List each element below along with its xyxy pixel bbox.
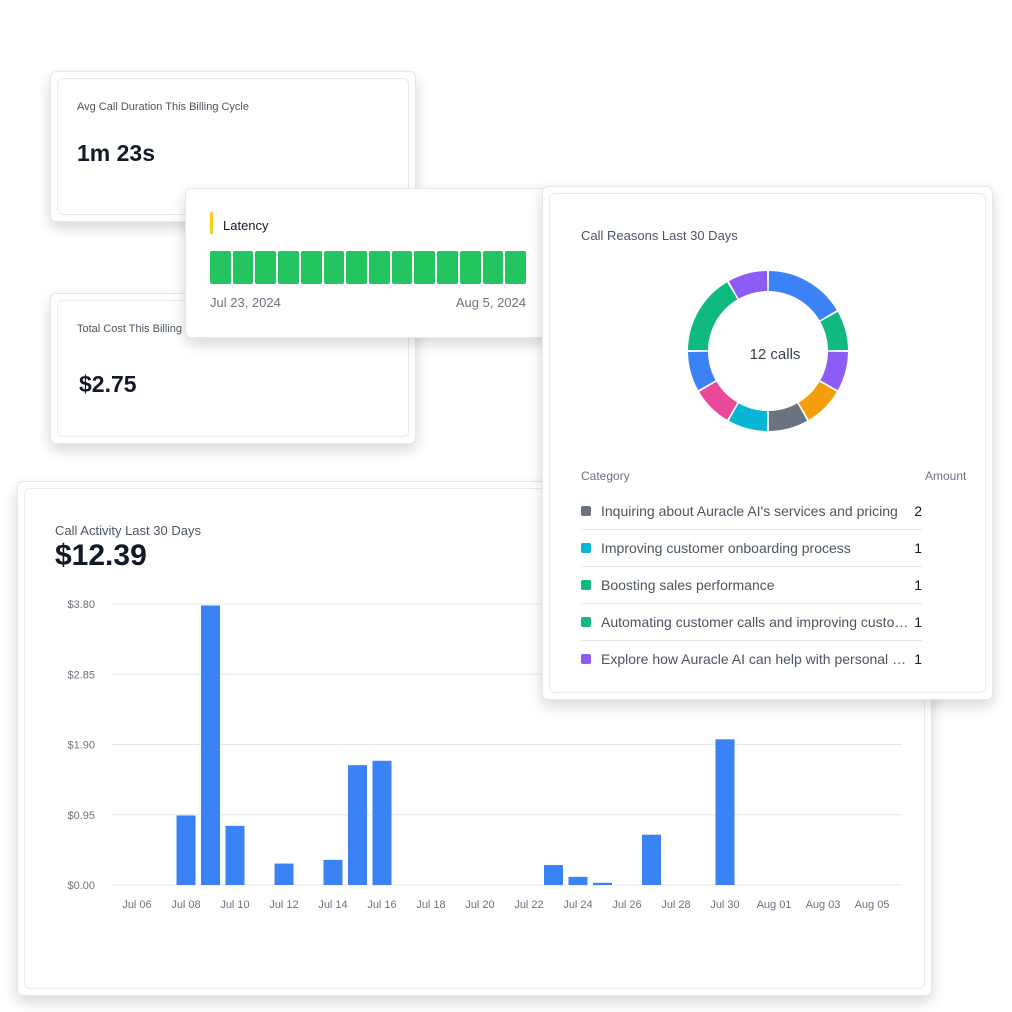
- reason-color-dot: [581, 617, 591, 627]
- call-activity-bar-chart: $0.00 $0.95 $1.90 $2.85 $3.80 Jul 06 Jul 08 Jul…: [67, 599, 902, 911]
- donut-segment[interactable]: [688, 282, 738, 351]
- reason-amount: 1: [914, 577, 922, 593]
- reason-amount: 1: [914, 540, 922, 556]
- donut-segment[interactable]: [699, 381, 738, 420]
- y-tick-label: $0.95: [67, 810, 95, 822]
- latency-cell: [255, 251, 277, 284]
- latency-start-date: Jul 23, 2024: [210, 295, 281, 310]
- bar[interactable]: [715, 739, 735, 885]
- bar[interactable]: [176, 815, 196, 885]
- x-tick-label: Jul 16: [367, 899, 396, 911]
- latency-title: Latency: [223, 218, 269, 233]
- x-tick-label: Jul 20: [465, 899, 494, 911]
- call-reason-row[interactable]: Improving customer onboarding process 1: [581, 530, 922, 567]
- amount-column-header: Amount: [925, 469, 967, 483]
- reason-color-dot: [581, 654, 591, 664]
- donut-segment[interactable]: [728, 271, 768, 299]
- latency-cell: [437, 251, 458, 284]
- reason-color-dot: [581, 580, 591, 590]
- latency-cell: [414, 251, 436, 284]
- x-tick-label: Jul 26: [612, 899, 641, 911]
- donut-segment[interactable]: [768, 403, 808, 431]
- call-reason-row[interactable]: Inquiring about Auracle AI's services an…: [581, 493, 922, 530]
- call-reasons-donut-chart: [688, 271, 848, 431]
- bar[interactable]: [348, 765, 367, 885]
- bar[interactable]: [642, 834, 661, 885]
- reason-label: Improving customer onboarding process: [601, 540, 851, 556]
- bar[interactable]: [323, 859, 343, 885]
- y-tick-label: $0.00: [67, 880, 95, 892]
- latency-status-bar: [210, 251, 527, 284]
- x-tick-label: Jul 14: [318, 899, 347, 911]
- x-tick-label: Jul 30: [710, 899, 739, 911]
- call-reason-row[interactable]: Automating customer calls and improving …: [581, 604, 922, 641]
- donut-segment[interactable]: [820, 311, 848, 351]
- latency-marker: [210, 212, 213, 234]
- x-tick-label: Aug 01: [757, 899, 792, 911]
- avg-duration-value: 1m 23s: [77, 140, 156, 166]
- y-tick-label: $3.80: [67, 599, 95, 611]
- call-reasons-title: Call Reasons Last 30 Days: [581, 228, 738, 243]
- latency-end-date: Aug 5, 2024: [455, 295, 526, 310]
- reason-label: Automating customer calls and improving …: [601, 614, 911, 630]
- donut-segment[interactable]: [768, 271, 837, 321]
- bar[interactable]: [372, 760, 392, 885]
- latency-cell: [300, 251, 322, 284]
- donut-segment[interactable]: [820, 351, 848, 391]
- y-tick-label: $2.85: [67, 669, 95, 681]
- donut-segment[interactable]: [798, 381, 837, 420]
- total-cost-value: $2.75: [79, 371, 137, 397]
- x-tick-label: Jul 12: [269, 899, 298, 911]
- x-tick-label: Jul 18: [416, 899, 445, 911]
- latency-cell: [323, 251, 345, 284]
- x-tick-label: Aug 03: [806, 899, 841, 911]
- reason-label: Inquiring about Auracle AI's services an…: [601, 503, 898, 519]
- total-cost-title: Total Cost This Billing Cycle: [77, 323, 213, 335]
- reason-amount: 1: [914, 651, 922, 667]
- x-tick-label: Jul 24: [563, 899, 592, 911]
- latency-cell: [369, 251, 390, 284]
- bar[interactable]: [568, 876, 588, 885]
- call-reasons-card: Call Reasons Last 30 Days 12 calls Categ…: [542, 186, 993, 700]
- y-tick-label: $1.90: [67, 740, 95, 752]
- donut-segment[interactable]: [728, 403, 768, 431]
- latency-cell: [482, 251, 504, 284]
- category-column-header: Category: [581, 469, 630, 483]
- latency-cell: [278, 251, 299, 284]
- latency-cell: [505, 251, 527, 284]
- call-activity-title: Call Activity Last 30 Days: [55, 523, 201, 538]
- x-tick-label: Jul 06: [122, 899, 151, 911]
- reason-color-dot: [581, 506, 591, 516]
- x-tick-label: Jul 10: [220, 899, 249, 911]
- latency-cell: [232, 251, 254, 284]
- latency-cell: [346, 251, 368, 284]
- call-reason-row[interactable]: Explore how Auracle AI can help with per…: [581, 641, 922, 678]
- bar[interactable]: [274, 863, 294, 885]
- reason-label: Explore how Auracle AI can help with per…: [601, 651, 911, 667]
- reason-label: Boosting sales performance: [601, 577, 775, 593]
- latency-card: Latency Jul 23, 2024 Aug 5, 2024: [185, 188, 551, 338]
- reason-color-dot: [581, 543, 591, 553]
- donut-center-label: 12 calls: [749, 346, 801, 363]
- bar[interactable]: [225, 825, 245, 885]
- reason-amount: 2: [914, 503, 922, 519]
- donut-segment[interactable]: [688, 351, 716, 391]
- x-tick-label: Aug 05: [855, 899, 890, 911]
- call-reasons-card-inner: Call Reasons Last 30 Days 12 calls Categ…: [549, 193, 986, 693]
- x-tick-label: Jul 22: [514, 899, 543, 911]
- latency-cell: [459, 251, 481, 284]
- reason-amount: 1: [914, 614, 922, 630]
- bar[interactable]: [544, 865, 563, 885]
- x-tick-label: Jul 28: [661, 899, 690, 911]
- latency-cell: [210, 251, 231, 284]
- call-activity-total: $12.39: [55, 539, 147, 572]
- avg-duration-title: Avg Call Duration This Billing Cycle: [77, 101, 249, 113]
- bar[interactable]: [201, 605, 220, 885]
- call-reason-row[interactable]: Boosting sales performance 1: [581, 567, 922, 604]
- latency-cell: [391, 251, 413, 284]
- x-tick-label: Jul 08: [171, 899, 200, 911]
- bar[interactable]: [593, 882, 612, 885]
